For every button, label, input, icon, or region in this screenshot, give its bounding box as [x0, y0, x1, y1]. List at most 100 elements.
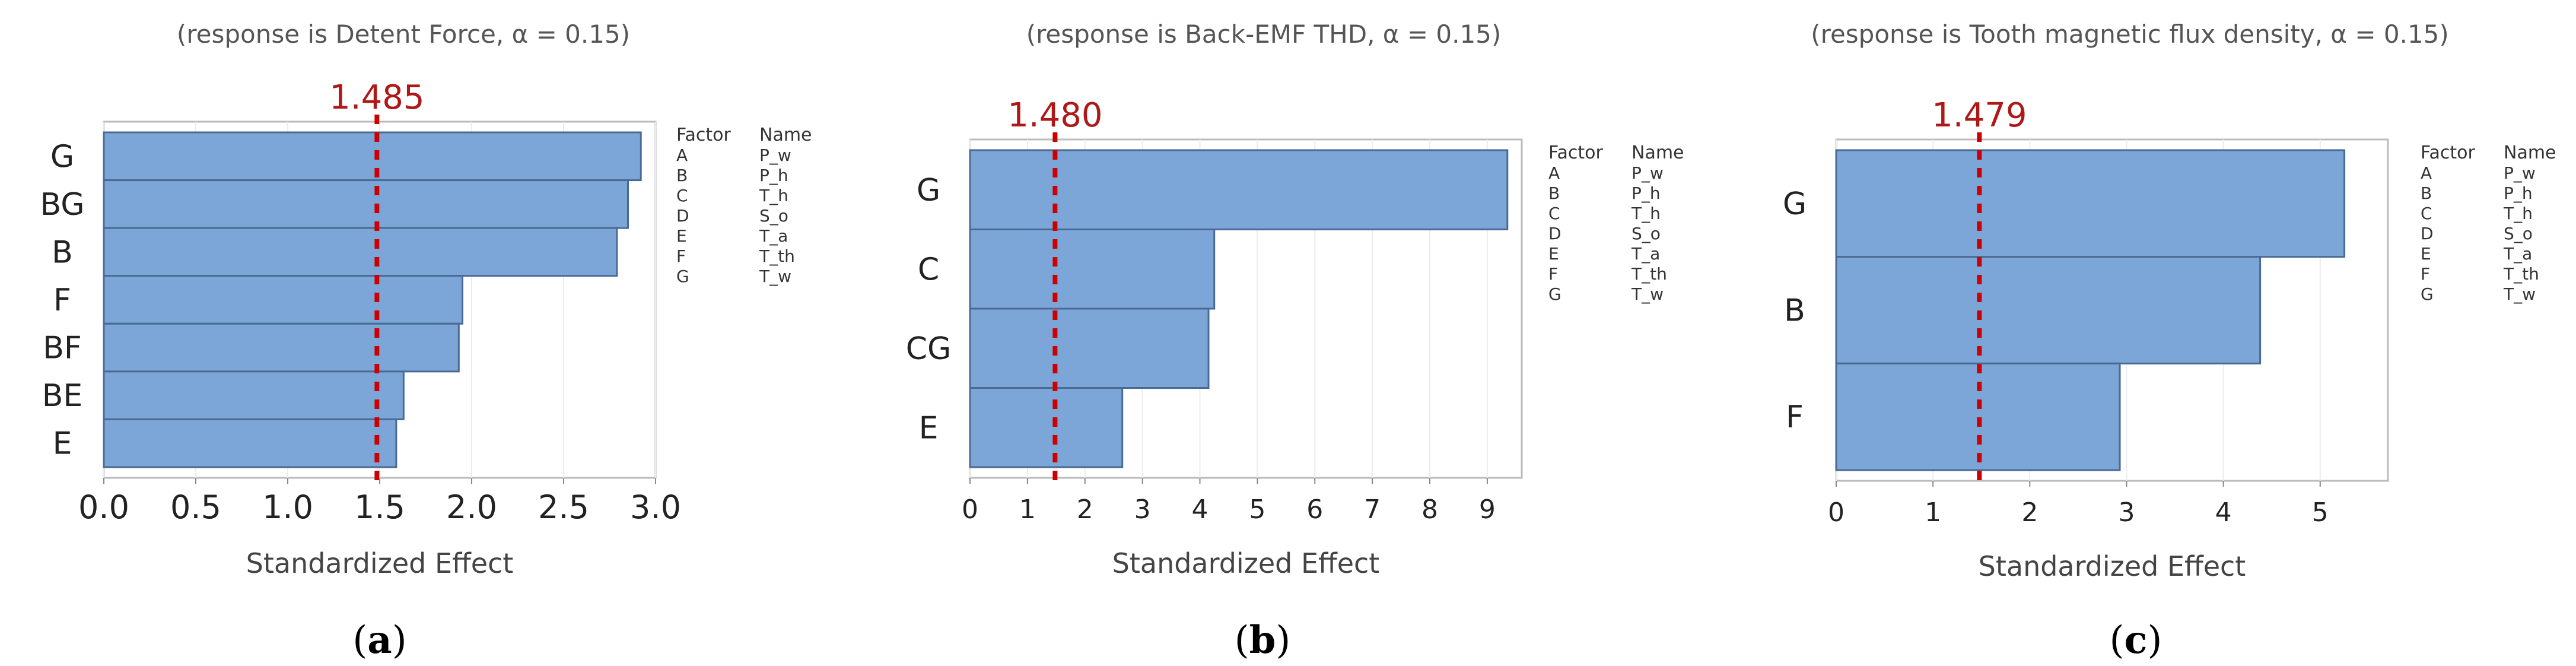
pareto-chart-b: (response is Back-EMF THD, α = 0.15) G C CG… [906, 20, 1684, 579]
x-tick-label-a-6: 3.0 [630, 489, 681, 526]
legend-factor-b-d: D [1548, 224, 1561, 243]
x-tick-label-b-6: 6 [1306, 494, 1323, 525]
chart-title-b: (response is Back-EMF THD, α = 0.15) [1026, 20, 1502, 49]
legend-header-factor-b: Factor [1548, 142, 1603, 163]
legend-factor-a-e: E [676, 226, 687, 246]
category-label-b: B [1784, 293, 1805, 329]
legend-name-b-d: S_o [1632, 224, 1661, 243]
x-axis-label-c: Standardized Effect [1979, 550, 2246, 582]
legend-factor-b-e: E [1548, 244, 1559, 264]
legend-factor-c-e: E [2421, 244, 2431, 264]
category-label-be: BE [42, 378, 83, 414]
legend-header-factor-c: Factor [2421, 142, 2475, 163]
chart-title-a: (response is Detent Force, α = 0.15) [177, 20, 630, 49]
bar-f [1835, 362, 2121, 471]
panel-caption-a: (a) [352, 618, 407, 662]
bar-b [103, 227, 618, 277]
caption-letter-c: c [2124, 618, 2148, 662]
x-tick-label-a-4: 2.0 [446, 489, 497, 526]
panel-a: (response is Detent Force, α = 0.15) G BG B… [0, 0, 842, 666]
reference-line-label-b: 1.480 [1007, 96, 1102, 135]
legend-name-b-c: T_h [1631, 204, 1661, 223]
legend-name-a-b: P_h [759, 166, 788, 185]
x-tick-label-b-2: 2 [1077, 494, 1093, 525]
x-tick-label-b-5: 5 [1249, 494, 1265, 525]
caption-letter-a: a [367, 618, 392, 662]
legend-factor-c-d: D [2421, 224, 2434, 243]
x-tick-label-b-8: 8 [1421, 494, 1438, 525]
x-tick-label-a-2: 1.0 [262, 489, 313, 526]
x-tick-label-a-5: 2.5 [538, 489, 589, 526]
bar-c [969, 229, 1216, 310]
bar-be [103, 370, 405, 420]
legend-name-a-c: T_h [759, 186, 788, 205]
legend-name-a-a: P_w [759, 145, 791, 165]
panel-caption-c: (c) [2109, 618, 2162, 662]
legend-name-a-d: S_o [759, 206, 788, 226]
category-label-c: C [918, 252, 939, 287]
legend-header-name-b: Name [1632, 142, 1684, 163]
x-tick-label-b-0: 0 [962, 494, 978, 525]
legend-header-name-a: Name [759, 125, 812, 145]
x-tick-label-a-0: 0.0 [78, 489, 129, 526]
bar-g [969, 149, 1509, 230]
x-tick-label-a-3: 1.5 [354, 489, 405, 526]
bar-bf [103, 322, 460, 373]
bar-bg [103, 179, 629, 229]
legend-factor-a-d: D [676, 206, 689, 226]
category-label-g: G [1783, 186, 1807, 222]
x-axis-label-b: Standardized Effect [1112, 547, 1380, 579]
category-label-cg: CG [906, 331, 952, 367]
legend-name-c-g: T_w [2503, 284, 2536, 304]
x-tick-label-b-1: 1 [1019, 494, 1036, 525]
category-label-bf: BF [43, 331, 82, 366]
category-label-e: E [53, 426, 72, 462]
x-tick-label-c-1: 1 [1925, 497, 1941, 528]
x-tick-label-b-3: 3 [1134, 494, 1151, 525]
x-tick-label-c-5: 5 [2312, 497, 2329, 528]
legend-name-c-c: T_h [2503, 204, 2533, 223]
legend-header-factor-a: Factor [676, 125, 731, 145]
bar-e [969, 387, 1124, 468]
x-tick-label-b-4: 4 [1192, 494, 1209, 525]
legend-factor-a-a: A [676, 145, 688, 165]
legend-name-b-a: P_w [1632, 163, 1664, 183]
pareto-chart-a: (response is Detent Force, α = 0.15)GBGB… [40, 20, 812, 579]
legend-name-b-g: T_w [1631, 284, 1664, 304]
legend-factor-c-f: F [2421, 264, 2430, 284]
bar-f [103, 275, 463, 325]
x-tick-label-c-4: 4 [2215, 497, 2232, 528]
category-label-f: F [1786, 399, 1804, 435]
legend-name-b-b: P_h [1632, 183, 1661, 203]
legend-factor-c-g: G [2421, 284, 2434, 304]
legend-factor-a-f: F [676, 246, 686, 266]
legend-name-c-b: P_h [2504, 183, 2533, 203]
legend-header-name-c: Name [2504, 142, 2556, 163]
category-label-g: G [50, 139, 74, 175]
category-label-b: B [52, 234, 73, 270]
legend-name-b-e: T_a [1631, 244, 1660, 264]
legend-factor-c-b: B [2421, 183, 2432, 203]
bar-g [103, 131, 642, 182]
caption-letter-b: b [1249, 618, 1276, 662]
legend-name-b-f: T_th [1631, 264, 1667, 284]
bar-g [1835, 149, 2346, 258]
x-tick-label-b-9: 9 [1479, 494, 1496, 525]
legend-name-a-e: T_a [759, 226, 788, 246]
legend-name-a-g: T_w [759, 267, 791, 286]
reference-line-label-a: 1.485 [329, 78, 424, 117]
legend-factor-b-b: B [1548, 183, 1560, 203]
legend-factor-a-b: B [676, 166, 688, 185]
legend-factor-b-g: G [1548, 284, 1561, 304]
legend-factor-b-a: A [1548, 163, 1560, 183]
legend-factor-a-c: C [676, 186, 688, 205]
x-tick-label-b-7: 7 [1364, 494, 1381, 525]
reference-line-label-c: 1.479 [1932, 96, 2027, 135]
legend-factor-c-c: C [2421, 204, 2432, 223]
bar-b [1835, 256, 2262, 364]
legend-name-a-f: T_th [759, 246, 795, 266]
panel-b: (response is Back-EMF THD, α = 0.15) G C CG… [860, 0, 1720, 666]
legend-factor-c-a: A [2421, 163, 2432, 183]
panel-caption-b: (b) [1234, 618, 1291, 662]
